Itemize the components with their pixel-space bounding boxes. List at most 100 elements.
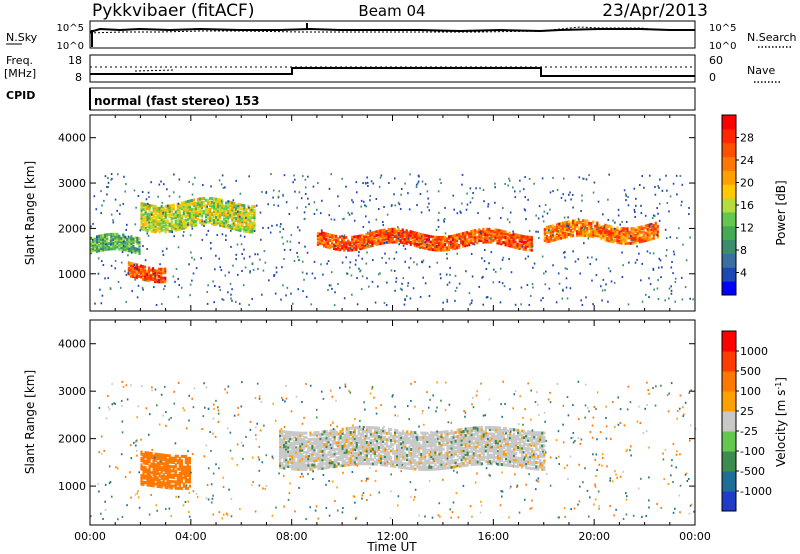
power-cell (567, 224, 570, 227)
power-cell (397, 235, 400, 239)
power-cell (192, 223, 196, 227)
power-cell (126, 239, 129, 243)
power-cell (399, 207, 402, 210)
velocity-cell (458, 436, 461, 440)
power-cell (330, 241, 334, 245)
power-cell (383, 235, 386, 239)
velocity-cell (325, 459, 328, 463)
power-cell (351, 244, 354, 248)
velocity-cell (484, 460, 487, 464)
velocity-cell (450, 444, 453, 448)
power-cell (499, 267, 502, 270)
power-cell (569, 225, 573, 229)
power-cell (427, 247, 430, 251)
power-cell (238, 302, 241, 305)
power-cell (164, 228, 167, 232)
power-cell (393, 235, 396, 239)
freq-label-1: Freq. (6, 54, 33, 67)
velocity-cell (319, 437, 322, 441)
power-cell (423, 246, 426, 250)
power-cell (188, 217, 192, 221)
power-cell (316, 241, 320, 245)
power-cell (547, 239, 550, 243)
velocity-cell (428, 465, 431, 469)
velocity-cell (307, 461, 310, 465)
power-cell (502, 233, 505, 237)
power-cell (398, 203, 401, 206)
velocity-cell (410, 467, 413, 471)
velocity-cell (398, 465, 401, 469)
freq-bottom: 8 (75, 71, 82, 84)
velocity-cell (140, 463, 143, 467)
power-cell (98, 249, 101, 253)
power-cell (656, 235, 659, 239)
power-cell (152, 213, 155, 217)
power-cell (446, 257, 448, 260)
power-cell (618, 230, 621, 234)
velocity-cell (498, 445, 502, 449)
power-cell (130, 249, 133, 253)
power-cell (146, 228, 149, 232)
velocity-cell (468, 439, 471, 443)
velocity-cell (351, 462, 354, 466)
velocity-cell (295, 433, 298, 437)
velocity-cell (297, 431, 300, 435)
power-cell (518, 234, 521, 238)
power-cell (253, 225, 256, 229)
power-cell (194, 221, 198, 225)
power-cell (192, 211, 196, 215)
velocity-cell (317, 450, 320, 454)
power-cell (339, 244, 342, 248)
power-cell (208, 202, 212, 206)
power-cell (170, 213, 173, 217)
power-cell (178, 207, 181, 211)
power-cell (160, 180, 162, 183)
velocity-cell (498, 450, 502, 454)
velocity-cell (323, 432, 326, 436)
power-cell (420, 260, 423, 263)
power-cell (251, 210, 254, 214)
power-cell (435, 246, 439, 250)
power-cell (243, 213, 246, 217)
power-cell (371, 238, 374, 242)
velocity-cell (291, 452, 294, 456)
power-cell (224, 274, 227, 277)
power-cell (324, 237, 328, 241)
velocity-cell (283, 455, 286, 459)
power-cell (580, 230, 583, 234)
power-cell (230, 245, 232, 248)
velocity-cell (373, 426, 377, 430)
velocity-cell (400, 459, 403, 463)
velocity-cell (333, 465, 336, 469)
velocity-cell (387, 457, 391, 461)
velocity-cell (448, 440, 451, 444)
power-cell (337, 237, 340, 241)
power-cell (96, 247, 99, 251)
velocity-cell (466, 429, 469, 433)
velocity-cell (541, 463, 544, 467)
power-cell (152, 267, 155, 271)
power-cell (104, 175, 107, 178)
power-cell (324, 241, 328, 245)
power-cell (653, 214, 656, 217)
power-cell (213, 215, 216, 219)
power-cell (148, 223, 151, 227)
power-cell (237, 226, 240, 230)
power-cell (587, 237, 590, 240)
power-cell (490, 229, 493, 233)
power-cell (128, 236, 131, 240)
power-cell (131, 269, 135, 273)
power-cell (211, 200, 214, 204)
power-cell (624, 240, 627, 244)
power-cell (168, 204, 171, 208)
power-cell (202, 200, 206, 204)
power-cell (569, 287, 572, 290)
power-cell (681, 298, 684, 301)
power-cell (385, 235, 388, 239)
velocity-cell (406, 466, 409, 470)
velocity-cell (396, 450, 399, 454)
velocity-cell (285, 441, 288, 445)
power-cell (190, 220, 194, 224)
power-cell (620, 239, 623, 243)
velocity-cell (337, 447, 340, 451)
